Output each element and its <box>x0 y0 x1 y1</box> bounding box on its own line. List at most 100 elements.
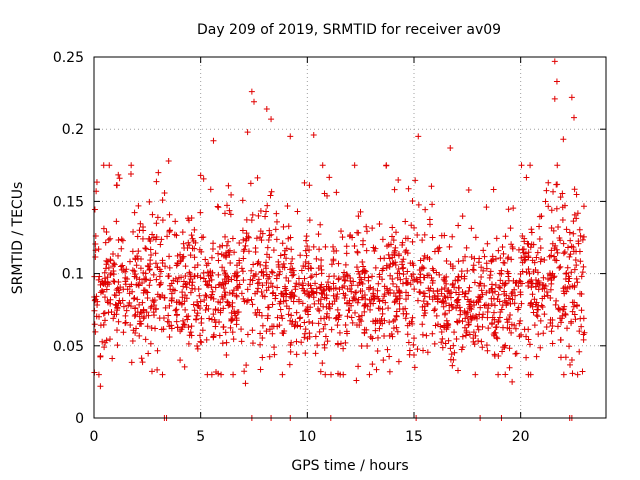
data-point <box>118 245 125 252</box>
data-point <box>319 162 326 169</box>
data-point <box>486 288 493 295</box>
data-point <box>405 339 412 346</box>
data-point <box>556 264 563 271</box>
data-point <box>315 297 322 304</box>
data-point <box>229 329 236 336</box>
data-point <box>305 293 312 300</box>
data-point <box>422 206 429 213</box>
data-point <box>381 317 388 324</box>
data-point <box>391 186 398 193</box>
data-point <box>472 234 479 241</box>
data-point <box>471 302 478 309</box>
data-point <box>118 263 125 270</box>
data-point <box>355 213 362 220</box>
data-point <box>359 241 366 248</box>
data-point <box>359 259 366 266</box>
data-point <box>389 276 396 283</box>
data-point <box>529 280 536 287</box>
data-point <box>507 311 514 318</box>
data-point <box>114 327 120 334</box>
data-point <box>123 307 130 314</box>
data-point <box>517 289 524 296</box>
data-point <box>426 293 433 300</box>
data-point <box>525 266 532 273</box>
data-point <box>340 345 347 352</box>
data-point <box>459 333 466 340</box>
data-point <box>242 380 249 387</box>
data-point <box>319 360 326 367</box>
data-point <box>396 305 403 312</box>
data-point <box>348 282 355 289</box>
data-point <box>300 263 307 270</box>
data-point <box>174 311 181 318</box>
data-point <box>400 271 407 278</box>
data-point <box>519 268 526 275</box>
data-point <box>571 311 578 318</box>
data-point <box>411 276 418 283</box>
data-point <box>259 230 266 237</box>
data-point <box>459 288 466 295</box>
data-point <box>128 303 135 310</box>
data-point <box>570 218 577 225</box>
data-point <box>123 266 130 273</box>
data-point <box>139 235 146 242</box>
data-point <box>264 244 271 251</box>
data-point <box>196 332 203 339</box>
data-point <box>227 259 234 266</box>
data-point <box>332 315 339 322</box>
data-point <box>187 329 194 336</box>
data-point <box>447 345 454 352</box>
data-point <box>437 323 444 330</box>
data-point <box>202 306 209 313</box>
data-point <box>296 281 303 288</box>
data-point <box>551 58 558 65</box>
data-point <box>526 270 533 277</box>
data-point <box>203 302 210 309</box>
data-point <box>580 203 587 210</box>
data-point <box>396 300 403 307</box>
data-point <box>523 269 530 276</box>
data-point <box>317 368 324 375</box>
data-point <box>535 331 542 338</box>
data-point <box>172 307 179 314</box>
data-point <box>465 321 472 328</box>
data-point <box>322 333 329 340</box>
data-point <box>570 244 577 251</box>
data-point <box>205 260 212 267</box>
data-point <box>568 269 575 276</box>
data-point <box>302 247 309 254</box>
data-point <box>568 94 575 101</box>
data-point <box>340 290 347 297</box>
data-point <box>465 186 472 193</box>
data-point <box>226 301 233 308</box>
data-point <box>200 175 207 182</box>
data-point <box>548 328 555 335</box>
data-point <box>375 280 382 287</box>
data-point <box>153 276 160 283</box>
data-point <box>337 340 344 347</box>
data-point <box>202 292 209 299</box>
data-point <box>249 211 256 218</box>
data-point <box>128 359 135 366</box>
data-point <box>403 247 410 254</box>
data-point <box>553 181 560 188</box>
data-point <box>187 289 194 296</box>
data-point <box>273 218 280 225</box>
data-point <box>553 78 560 85</box>
data-point <box>287 266 294 273</box>
data-point <box>464 309 471 316</box>
data-point <box>397 276 404 283</box>
data-point <box>165 157 172 164</box>
data-point <box>187 252 194 259</box>
data-point <box>338 228 345 235</box>
data-point <box>325 285 332 292</box>
data-point <box>356 322 363 329</box>
data-point <box>341 283 348 290</box>
x-tick-label: 0 <box>90 429 99 445</box>
data-point <box>233 321 240 328</box>
data-point <box>303 233 310 240</box>
data-point <box>468 306 475 313</box>
data-point <box>200 269 207 276</box>
data-point <box>448 351 455 358</box>
data-point <box>141 313 148 320</box>
